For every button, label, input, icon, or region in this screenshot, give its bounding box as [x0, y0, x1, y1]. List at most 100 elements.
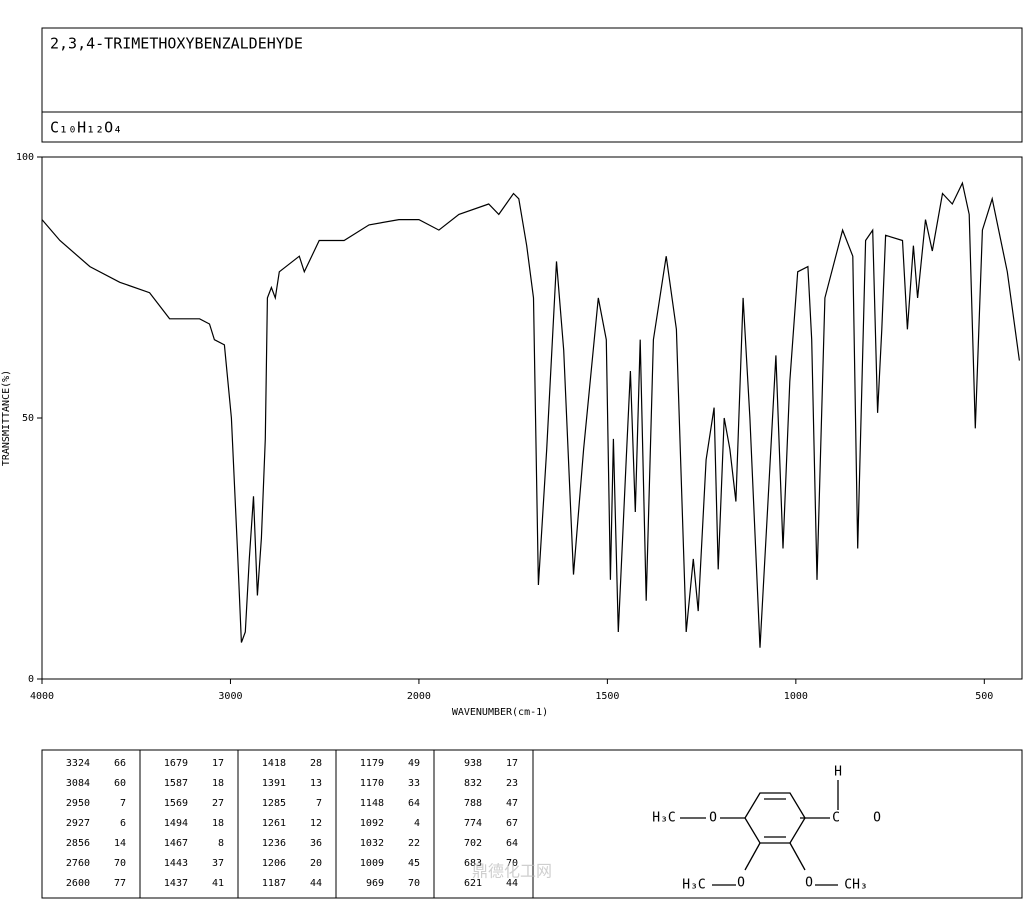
peak-transmittance: 70 — [506, 858, 518, 869]
bond — [789, 842, 806, 871]
y-tick-label: 0 — [28, 674, 34, 685]
peak-transmittance: 27 — [212, 798, 224, 809]
peak-wavenumber: 1285 — [262, 798, 286, 809]
watermark: 鼎德化工网 — [472, 862, 552, 881]
peak-wavenumber: 1418 — [262, 758, 286, 769]
peak-table-box — [41, 749, 534, 899]
peak-wavenumber: 621 — [464, 878, 482, 889]
structure-box — [532, 749, 1023, 899]
peak-wavenumber: 1092 — [360, 818, 384, 829]
peak-wavenumber: 2950 — [66, 798, 90, 809]
peak-wavenumber: 1187 — [262, 878, 286, 889]
x-tick-label: 1000 — [784, 691, 808, 702]
peak-wavenumber: 1148 — [360, 798, 384, 809]
peak-transmittance: 4 — [414, 818, 420, 829]
atom-label: O — [873, 811, 881, 826]
peak-transmittance: 70 — [114, 858, 126, 869]
peak-wavenumber: 969 — [366, 878, 384, 889]
plot-frame — [41, 156, 1023, 680]
formula: C₁₀H₁₂O₄ — [50, 119, 122, 137]
bond — [744, 842, 761, 871]
peak-transmittance: 64 — [408, 798, 420, 809]
atom-label: H₃C — [652, 811, 675, 826]
peak-transmittance: 7 — [316, 798, 322, 809]
peak-transmittance: 41 — [212, 878, 224, 889]
peak-transmittance: 12 — [310, 818, 322, 829]
peak-transmittance: 36 — [310, 838, 322, 849]
peak-wavenumber: 788 — [464, 798, 482, 809]
peak-transmittance: 66 — [114, 758, 126, 769]
peak-wavenumber: 1569 — [164, 798, 188, 809]
x-tick-label: 4000 — [30, 691, 54, 702]
peak-wavenumber: 1009 — [360, 858, 384, 869]
atom-label: O — [709, 811, 717, 826]
atom-label: O — [805, 876, 813, 891]
atom-label: CH₃ — [844, 878, 867, 893]
peak-wavenumber: 3324 — [66, 758, 90, 769]
peak-wavenumber: 938 — [464, 758, 482, 769]
peak-wavenumber: 702 — [464, 838, 482, 849]
peak-wavenumber: 1443 — [164, 858, 188, 869]
peak-transmittance: 67 — [506, 818, 518, 829]
peak-wavenumber: 3084 — [66, 778, 90, 789]
atom-label: H — [834, 765, 842, 780]
peak-transmittance: 18 — [212, 778, 224, 789]
peak-wavenumber: 832 — [464, 778, 482, 789]
peak-transmittance: 22 — [408, 838, 420, 849]
peak-transmittance: 49 — [408, 758, 420, 769]
compound-name: 2,3,4-TRIMETHOXYBENZALDEHYDE — [50, 35, 303, 53]
peak-wavenumber: 1179 — [360, 758, 384, 769]
peak-wavenumber: 1032 — [360, 838, 384, 849]
peak-wavenumber: 1437 — [164, 878, 188, 889]
spectrum-line — [41, 181, 1020, 648]
peak-wavenumber: 1170 — [360, 778, 384, 789]
peak-transmittance: 18 — [212, 818, 224, 829]
peak-transmittance: 37 — [212, 858, 224, 869]
peak-wavenumber: 683 — [464, 858, 482, 869]
x-tick-label: 3000 — [218, 691, 242, 702]
atom-label: C — [832, 811, 840, 826]
y-tick-label: 50 — [22, 413, 34, 424]
formula-box — [41, 111, 1023, 143]
peak-wavenumber: 1467 — [164, 838, 188, 849]
peak-wavenumber: 2856 — [66, 838, 90, 849]
peak-transmittance: 20 — [310, 858, 322, 869]
peak-transmittance: 23 — [506, 778, 518, 789]
peak-transmittance: 70 — [408, 878, 420, 889]
y-tick-label: 100 — [16, 152, 34, 163]
peak-wavenumber: 1391 — [262, 778, 286, 789]
peak-transmittance: 8 — [218, 838, 224, 849]
peak-transmittance: 28 — [310, 758, 322, 769]
x-tick-label: 500 — [975, 691, 993, 702]
x-axis-label: WAVENUMBER(cm-1) — [452, 707, 548, 718]
peak-transmittance: 77 — [114, 878, 126, 889]
benzene-ring — [744, 792, 806, 844]
structure — [680, 780, 839, 886]
peak-transmittance: 13 — [310, 778, 322, 789]
x-tick-label: 2000 — [407, 691, 431, 702]
peak-transmittance: 17 — [506, 758, 518, 769]
peak-wavenumber: 1236 — [262, 838, 286, 849]
x-tick-label: 1500 — [595, 691, 619, 702]
atom-label: O — [737, 876, 745, 891]
peak-transmittance: 7 — [120, 798, 126, 809]
peak-transmittance: 17 — [212, 758, 224, 769]
peak-transmittance: 44 — [506, 878, 518, 889]
peak-transmittance: 45 — [408, 858, 420, 869]
peak-transmittance: 47 — [506, 798, 518, 809]
peak-wavenumber: 1206 — [262, 858, 286, 869]
peak-wavenumber: 1261 — [262, 818, 286, 829]
peak-wavenumber: 774 — [464, 818, 482, 829]
peak-wavenumber: 2600 — [66, 878, 90, 889]
peak-wavenumber: 1679 — [164, 758, 188, 769]
peak-transmittance: 33 — [408, 778, 420, 789]
peak-wavenumber: 1587 — [164, 778, 188, 789]
peak-wavenumber: 1494 — [164, 818, 188, 829]
peak-transmittance: 60 — [114, 778, 126, 789]
peak-transmittance: 64 — [506, 838, 518, 849]
peak-transmittance: 14 — [114, 838, 126, 849]
y-axis-label: TRANSMITTANCE(%) — [1, 370, 12, 466]
atom-label: H₃C — [682, 878, 705, 893]
